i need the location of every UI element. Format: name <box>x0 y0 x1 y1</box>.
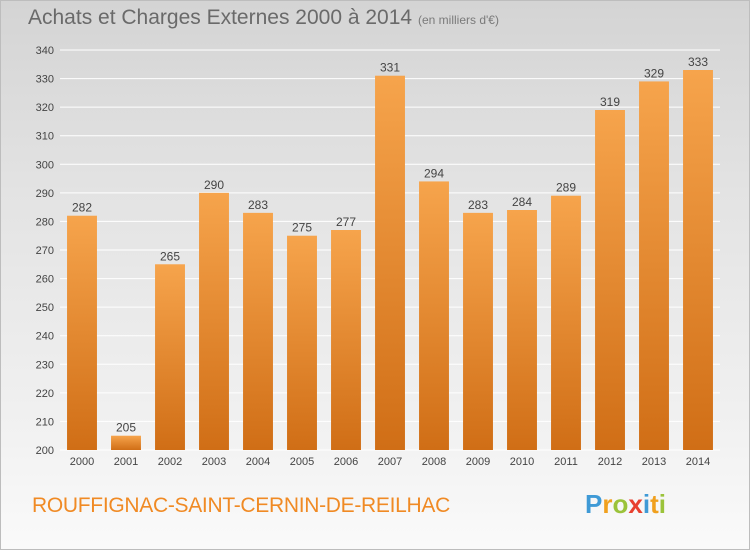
bar-2012 <box>595 110 625 450</box>
value-label: 290 <box>204 178 224 192</box>
bar-2004 <box>243 212 273 450</box>
commune-name: ROUFFIGNAC-SAINT-CERNIN-DE-REILHAC <box>32 494 450 517</box>
value-label: 205 <box>116 421 136 435</box>
value-label: 294 <box>424 166 444 180</box>
x-tick-label: 2012 <box>598 456 622 468</box>
x-tick-label: 2006 <box>334 456 358 468</box>
bar-2010 <box>507 210 537 450</box>
logo-letter: o <box>612 489 629 519</box>
bar-2003 <box>199 192 229 450</box>
value-label: 331 <box>380 61 400 75</box>
value-label: 265 <box>160 249 180 263</box>
logo-letter: t <box>650 489 659 519</box>
x-tick-label: 2001 <box>114 456 138 468</box>
y-tick-label: 290 <box>36 188 54 200</box>
y-tick-label: 340 <box>36 45 54 57</box>
value-labels: 282 205 265 290 283 275 277 331 294 283 284 289 319 3… <box>72 55 708 435</box>
proxiti-logo: Proxiti <box>585 489 666 520</box>
x-tick-label: 2002 <box>158 456 182 468</box>
value-label: 283 <box>468 198 488 212</box>
y-tick-label: 240 <box>36 331 54 343</box>
bar-2007 <box>375 75 405 450</box>
x-tick-label: 2010 <box>510 456 534 468</box>
value-label: 289 <box>556 181 576 195</box>
value-label: 277 <box>336 215 356 229</box>
bar-2006 <box>331 230 361 450</box>
logo-letter: i <box>642 489 651 519</box>
x-axis: 2000 2001 2002 2003 2004 2005 2006 2007 2008 2009… <box>70 456 710 468</box>
y-tick-label: 220 <box>36 388 54 400</box>
value-label: 282 <box>72 201 92 215</box>
bars <box>67 70 713 450</box>
chart-subtitle: (en milliers d'€) <box>418 13 499 27</box>
logo-letter: x <box>628 489 643 519</box>
logo-letter: P <box>585 489 603 519</box>
bar-2005 <box>287 235 317 450</box>
bar-2001 <box>111 435 141 450</box>
x-tick-label: 2007 <box>378 456 402 468</box>
y-tick-label: 310 <box>36 131 54 143</box>
x-tick-label: 2005 <box>290 456 314 468</box>
x-tick-label: 2013 <box>642 456 666 468</box>
y-tick-label: 250 <box>36 302 54 314</box>
y-axis: 200 210 220 230 240 250 260 270 280 290 300 310 320 3… <box>36 45 54 457</box>
y-tick-label: 300 <box>36 159 54 171</box>
y-tick-label: 230 <box>36 359 54 371</box>
x-tick-label: 2009 <box>466 456 490 468</box>
y-tick-label: 260 <box>36 274 54 286</box>
value-label: 333 <box>688 55 708 69</box>
bar-2014 <box>683 70 713 450</box>
bar-2002 <box>155 264 185 450</box>
y-tick-label: 320 <box>36 102 54 114</box>
value-label: 275 <box>292 221 312 235</box>
y-tick-label: 200 <box>36 445 54 457</box>
bar-2008 <box>419 181 449 450</box>
bar-2009 <box>463 212 493 450</box>
chart-title: Achats et Charges Externes 2000 à 2014 <box>28 6 413 29</box>
y-tick-label: 280 <box>36 216 54 228</box>
y-tick-label: 210 <box>36 416 54 428</box>
x-tick-label: 2003 <box>202 456 226 468</box>
logo-letter: r <box>602 489 613 519</box>
x-tick-label: 2014 <box>686 456 710 468</box>
bar-2013 <box>639 81 669 450</box>
logo-letter: i <box>658 489 666 519</box>
x-tick-label: 2000 <box>70 456 94 468</box>
y-tick-label: 330 <box>36 74 54 86</box>
value-label: 284 <box>512 195 532 209</box>
value-label: 319 <box>600 95 620 109</box>
bar-2000 <box>67 215 97 450</box>
value-label: 283 <box>248 198 268 212</box>
bar-2011 <box>551 195 581 450</box>
x-tick-label: 2011 <box>554 456 578 468</box>
x-tick-label: 2008 <box>422 456 446 468</box>
x-tick-label: 2004 <box>246 456 270 468</box>
value-label: 329 <box>644 66 664 80</box>
y-tick-label: 270 <box>36 245 54 257</box>
